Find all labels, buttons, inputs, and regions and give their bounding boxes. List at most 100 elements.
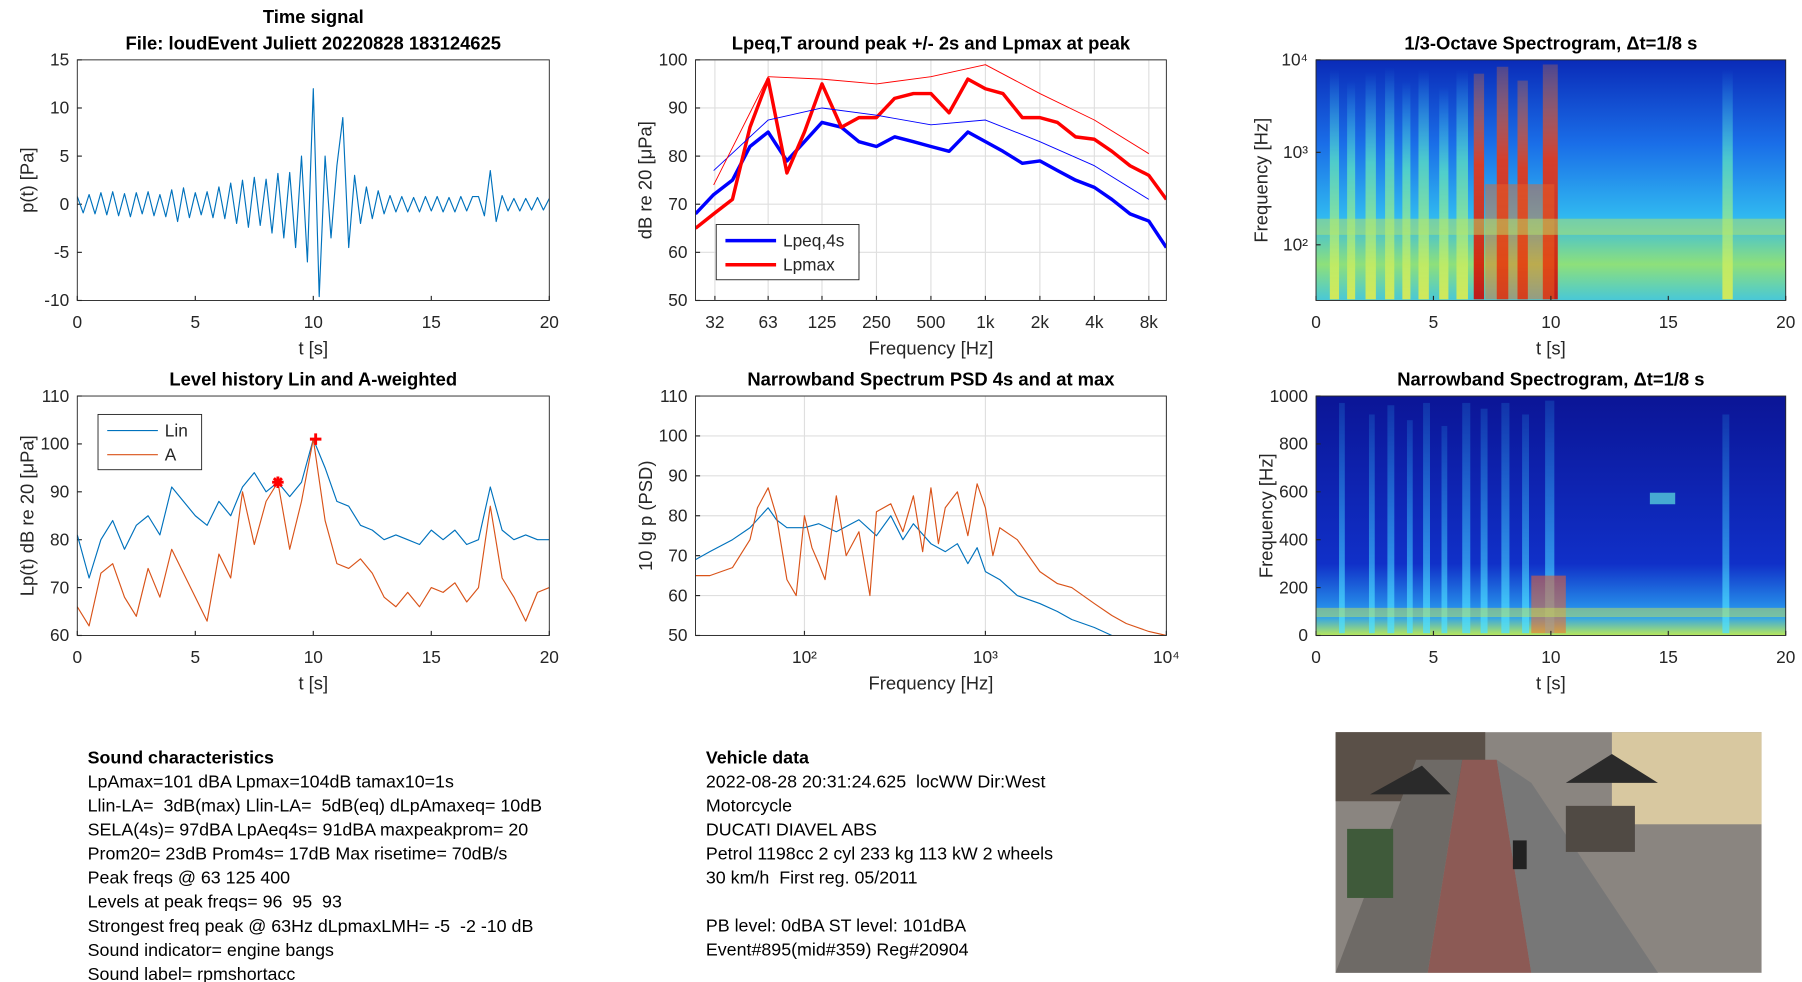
info-line: DUCATI DIAVEL ABS: [706, 820, 877, 840]
y-tick-label: 60: [50, 625, 69, 645]
x-axis-label: Frequency [Hz]: [869, 338, 994, 359]
y-tick-label: 600: [1279, 482, 1308, 502]
y-tick-label: 70: [668, 545, 687, 565]
x-tick-label: 125: [808, 312, 837, 332]
info-line: Petrol 1198cc 2 cyl 233 kg 113 kW 2 whee…: [706, 844, 1053, 864]
y-tick-label: 100: [659, 426, 688, 446]
y-axis-label: 10 lg p (PSD): [635, 461, 656, 571]
info-line: PB level: 0dBA ST level: 101dBA: [706, 915, 966, 935]
line-series: [695, 77, 1167, 230]
y-tick-label: 70: [668, 194, 687, 214]
y-tick-label: 100: [659, 50, 688, 70]
info-title: Vehicle data: [706, 747, 810, 767]
x-tick-label: 5: [190, 312, 200, 332]
line-series: [713, 107, 1150, 200]
info-line: Sound label= rpmshortacc: [88, 964, 296, 982]
axes-frame: [76, 59, 550, 301]
x-tick-label: 8k: [1140, 312, 1159, 332]
x-tick-label: 1k: [976, 312, 995, 332]
y-tick-label: 90: [668, 98, 687, 118]
x-axis-label: t [s]: [298, 338, 328, 359]
x-axis-label: Frequency [Hz]: [869, 673, 994, 694]
info-line: Event#895(mid#359) Reg#20904: [706, 939, 969, 959]
camera-photo: [1335, 732, 1762, 973]
x-tick-label: 20: [540, 647, 559, 667]
line-series: [695, 507, 1113, 636]
x-tick-label: 10⁴: [1153, 647, 1180, 667]
y-tick-label: 110: [660, 386, 688, 406]
y-tick-label: 80: [668, 146, 687, 166]
x-tick-label: 5: [1429, 647, 1439, 667]
y-axis-label: Frequency [Hz]: [1255, 453, 1276, 578]
x-tick-label: 10³: [973, 647, 998, 667]
legend-box: [715, 224, 860, 281]
y-tick-label: 90: [50, 482, 69, 502]
legend-label: Lpeq,4s: [783, 230, 844, 250]
y-tick-label: 0: [1298, 625, 1308, 645]
x-axis-label: t [s]: [298, 673, 328, 694]
info-line: SELA(4s)= 97dBA LpAeq4s= 91dBA maxpeakpr…: [88, 820, 529, 840]
y-tick-label: 90: [668, 466, 687, 486]
info-line: Llin-LA= 3dB(max) Llin-LA= 5dB(eq) dLpAm…: [88, 796, 542, 816]
y-axis-label: p(t) [Pa]: [17, 147, 38, 212]
info-line: Prom20= 23dB Prom4s= 17dB Max risetime= …: [88, 844, 508, 864]
chart-title: Narrowband Spectrum PSD 4s and at max: [747, 369, 1115, 390]
chart-title: Narrowband Spectrogram, Δt=1/8 s: [1397, 369, 1704, 390]
chart-title: 1/3-Octave Spectrogram, Δt=1/8 s: [1404, 33, 1697, 54]
y-tick-label: 80: [668, 506, 687, 526]
y-axis-label: dB re 20 [μPa]: [635, 121, 656, 239]
y-tick-label: 60: [668, 242, 687, 262]
x-tick-label: 5: [1429, 312, 1439, 332]
y-tick-label: 200: [1279, 577, 1308, 597]
x-tick-label: 0: [1311, 312, 1321, 332]
legend-label: A: [165, 444, 177, 464]
y-tick-label: -10: [44, 290, 69, 310]
x-axis-label: t [s]: [1536, 338, 1566, 359]
x-tick-label: 500: [917, 312, 946, 332]
x-tick-label: 10²: [792, 647, 817, 667]
axes-frame: [1315, 395, 1787, 636]
spectrogram-image: [1316, 59, 1786, 636]
y-tick-label: 110: [42, 386, 70, 406]
info-title: Sound characteristics: [88, 747, 274, 767]
chart-title: Time signal: [263, 6, 364, 27]
info-line: Motorcycle: [706, 796, 792, 816]
x-tick-label: 20: [540, 312, 559, 332]
x-tick-label: 63: [759, 312, 778, 332]
y-tick-label: 15: [50, 50, 69, 70]
peak-marker: [309, 433, 322, 445]
y-tick-label: 100: [40, 434, 69, 454]
x-tick-label: 15: [1659, 647, 1678, 667]
y-tick-label: 60: [668, 585, 687, 605]
x-tick-label: 0: [1311, 647, 1321, 667]
info-line: LpAmax=101 dBA Lpmax=104dB tamax10=1s: [88, 771, 454, 791]
legend-label: Lin: [165, 420, 188, 440]
y-tick-label: 10: [50, 98, 69, 118]
y-axis-label: Lp(t) dB re 20 [μPa]: [17, 435, 38, 596]
x-tick-label: 20: [1776, 647, 1795, 667]
chart-title: Level history Lin and A-weighted: [169, 369, 457, 390]
legend-label: Lpmax: [783, 255, 835, 275]
x-tick-label: 15: [422, 647, 441, 667]
y-axis-label: Frequency [Hz]: [1251, 118, 1272, 243]
info-line: 2022-08-28 20:31:24.625 locWW Dir:West: [706, 771, 1046, 791]
x-axis-label: t [s]: [1536, 673, 1566, 694]
y-tick-label: 800: [1279, 434, 1308, 454]
x-tick-label: 32: [705, 312, 724, 332]
x-tick-label: 10: [1541, 312, 1560, 332]
x-tick-label: 5: [190, 647, 200, 667]
x-tick-label: 10: [1541, 647, 1560, 667]
line-series: [695, 120, 1167, 249]
axes-frame: [76, 395, 550, 636]
y-tick-label: 10⁴: [1281, 50, 1308, 70]
y-tick-label: 0: [60, 194, 70, 214]
y-tick-label: 400: [1279, 529, 1308, 549]
legend-box: [97, 413, 203, 471]
chart-subtitle: File: loudEvent Juliett 20220828 1831246…: [126, 33, 502, 54]
x-tick-label: 250: [862, 312, 891, 332]
y-tick-label: 10²: [1283, 235, 1308, 255]
peak-marker: [272, 476, 284, 488]
line-series: [77, 88, 550, 298]
